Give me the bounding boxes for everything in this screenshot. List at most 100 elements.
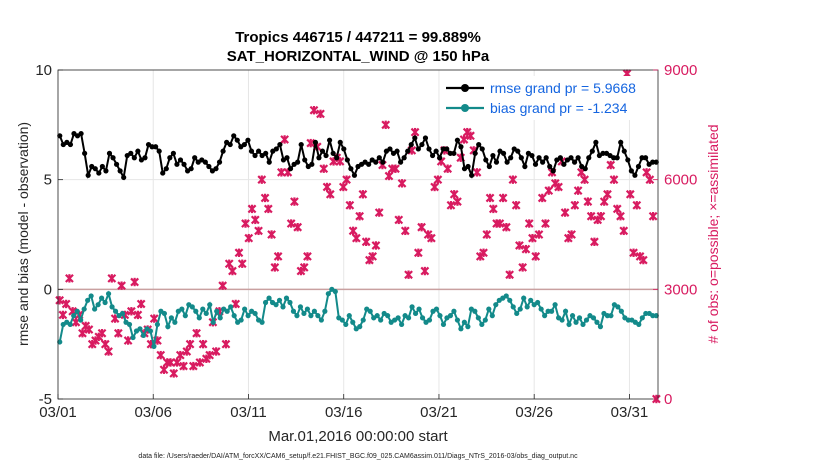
y-tick-label: 10: [35, 62, 52, 79]
obs-point: [185, 339, 195, 349]
x-tick-label: 03/11: [230, 404, 266, 421]
bias-point: [489, 313, 495, 319]
obs-point: [430, 182, 440, 192]
obs-point: [309, 105, 319, 115]
bias-point: [151, 343, 157, 349]
obs-point: [342, 175, 351, 185]
rmse-point: [508, 155, 514, 161]
rmse-point: [245, 137, 251, 143]
obs-point: [273, 252, 283, 261]
obs-point: [166, 358, 175, 367]
obs-point: [100, 339, 110, 349]
obs-point: [78, 328, 87, 338]
obs-point: [511, 200, 521, 210]
rmse-point: [252, 152, 258, 159]
bias-point: [465, 324, 471, 330]
obs-point: [84, 325, 94, 334]
obs-point: [501, 222, 511, 232]
rmse-point: [192, 155, 198, 161]
bias-series: [57, 286, 659, 349]
bias-point: [437, 313, 443, 319]
bias-point: [517, 306, 523, 312]
x-axis-ticks: 03/01 03/06 03/11 03/16 03/21 03/26 03/31: [39, 394, 648, 421]
rmse-point: [177, 157, 184, 163]
bias-point: [81, 306, 87, 312]
rmse-point: [532, 161, 539, 167]
obs-point: [303, 252, 312, 261]
rmse-point: [642, 155, 649, 161]
bias-point: [283, 295, 290, 301]
bias-point: [105, 291, 112, 297]
obs-point: [638, 255, 648, 265]
bias-point: [475, 315, 481, 321]
rmse-point: [167, 155, 173, 161]
obs-point: [270, 263, 280, 272]
bias-point: [224, 308, 230, 314]
rmse-point: [96, 170, 102, 176]
bias-point: [196, 315, 202, 321]
chart-title-line1: Tropics 446715 / 447211 = 99.889%: [235, 29, 481, 46]
obs-point: [648, 211, 658, 221]
obs-point: [583, 197, 593, 206]
bias-point: [311, 308, 317, 314]
obs-point: [117, 281, 126, 291]
bias-point: [385, 313, 391, 319]
bias-point: [168, 315, 174, 321]
bias-point: [521, 295, 527, 301]
rmse-point: [287, 166, 294, 172]
obs-point: [544, 186, 554, 196]
rmse-point: [635, 163, 642, 170]
obs-point: [358, 189, 368, 199]
rmse-point: [493, 159, 500, 165]
rmse-point: [99, 163, 105, 170]
rmse-point: [412, 135, 418, 141]
rmse-point: [188, 166, 194, 172]
obs-point: [570, 200, 580, 210]
rmse-point: [472, 150, 478, 156]
bias-point: [479, 321, 485, 328]
obs-point: [518, 263, 528, 272]
obs-point: [221, 339, 231, 349]
bias-point: [552, 302, 558, 308]
obs-point: [156, 350, 166, 360]
rmse-point: [78, 131, 84, 137]
bias-point: [259, 319, 265, 325]
obs-point: [625, 189, 635, 199]
rmse-point: [344, 157, 350, 163]
rmse-point: [255, 148, 262, 154]
obs-point: [58, 310, 68, 320]
bias-point: [562, 308, 569, 314]
bias-point: [346, 313, 352, 319]
bias-point: [405, 315, 412, 321]
rmse-point: [312, 139, 318, 145]
rmse-point: [589, 148, 595, 154]
rmse-point: [632, 172, 638, 178]
rmse-point: [515, 148, 521, 154]
obs-point: [449, 189, 459, 199]
obs-point: [580, 175, 590, 185]
bias-point: [433, 306, 440, 312]
bias-point: [172, 319, 178, 325]
y-axis-right-ticks: 0 3000 6000 9000: [653, 62, 697, 408]
bias-point: [137, 326, 143, 332]
bias-point: [245, 313, 251, 319]
rmse-point: [398, 159, 404, 165]
rmse-point: [319, 148, 326, 154]
bias-point: [214, 308, 220, 314]
obs-point: [104, 347, 113, 356]
obs-point: [198, 339, 208, 349]
rmse-point: [618, 139, 624, 145]
rmse-point: [341, 146, 347, 152]
obs-point: [642, 167, 651, 177]
rmse-point: [522, 163, 528, 170]
obs-point: [433, 175, 443, 185]
bias-point: [350, 319, 356, 325]
obs-point: [616, 211, 625, 221]
bias-point: [287, 299, 293, 306]
bias-point: [189, 304, 195, 310]
bias-point: [440, 321, 447, 328]
rmse-point: [415, 146, 421, 152]
bias-point: [67, 321, 73, 328]
obs-point: [263, 204, 273, 214]
